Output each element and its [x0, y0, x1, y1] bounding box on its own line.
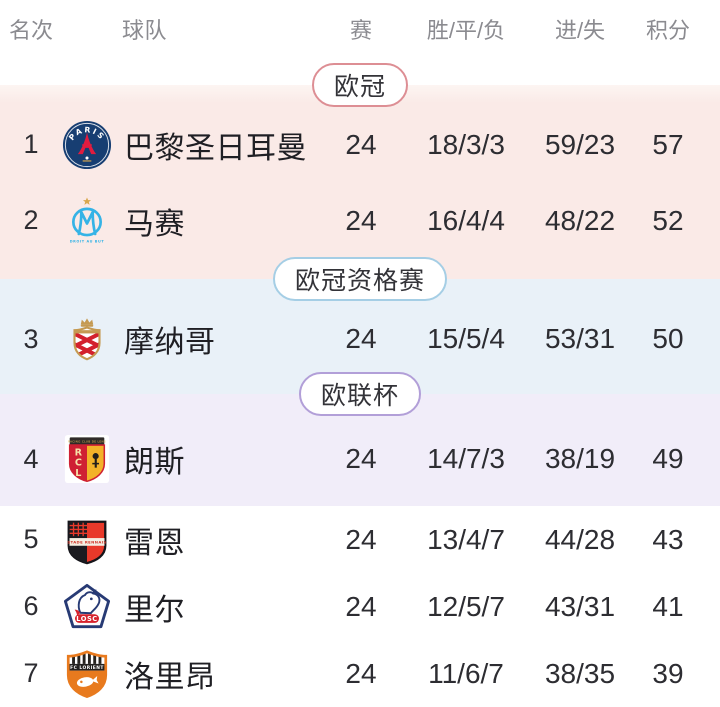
marseille-crest-icon: DROIT AU BUT: [62, 194, 112, 248]
points: 41: [652, 590, 684, 622]
svg-text:DROIT AU BUT: DROIT AU BUT: [70, 239, 105, 243]
win-draw-loss: 18/3/3: [427, 128, 505, 160]
svg-text:C: C: [75, 458, 82, 469]
lens-crest-icon: RACING CLUB DE LENS R C L: [62, 432, 112, 486]
team-name: 雷恩: [124, 526, 185, 560]
champions-league-badge: 欧冠: [311, 62, 408, 107]
win-draw-loss: 15/5/4: [427, 323, 505, 355]
matches-played: 24: [345, 204, 377, 236]
table-row-psg[interactable]: 1 PARIS 巴黎圣日耳曼 24 18/3/3 59/23: [0, 107, 720, 183]
table-row-lorient[interactable]: 7: [0, 640, 720, 707]
matches-played: 24: [345, 443, 377, 475]
header-played: 赛: [349, 18, 372, 43]
table-row-lens[interactable]: 4 RACING CLUB DE LENS R C L 朗斯: [0, 416, 720, 502]
table-row-monaco[interactable]: 3: [0, 301, 720, 377]
points: 57: [652, 128, 684, 160]
goals-for-against: 38/35: [544, 657, 616, 689]
matches-played: 24: [345, 523, 377, 555]
header-goals: 进/失: [554, 18, 606, 43]
goals-for-against: 53/31: [544, 323, 616, 355]
goals-for-against: 44/28: [544, 523, 616, 555]
matches-played: 24: [345, 590, 377, 622]
rank: 3: [23, 323, 39, 354]
team-name: 摩纳哥: [124, 326, 216, 360]
europa-league-badge-wrap: 欧联杯: [0, 372, 720, 417]
goals-for-against: 59/23: [544, 128, 616, 160]
mid-table-section: 5 STADE RENNAIS 雷恩 24 13/4/7 44/28 43: [0, 506, 720, 707]
rank: 4: [23, 443, 39, 474]
table-row-lille[interactable]: 6 LOSC 里尔 24 12/5/7 43/31 41: [0, 573, 720, 640]
cl-qualification-badge: 欧冠资格赛: [272, 257, 447, 302]
goals-for-against: 43/31: [544, 590, 616, 622]
points: 39: [652, 657, 684, 689]
lorient-crest-icon: FC LORIENT: [62, 648, 112, 700]
svg-text:RACING CLUB DE LENS: RACING CLUB DE LENS: [68, 440, 106, 444]
team-name: 马赛: [124, 207, 185, 241]
champions-league-zone: 欧冠 1 PARIS 巴黎圣日耳曼 24: [0, 62, 720, 280]
table-header-row: 名次 球队 赛 胜/平/负 进/失 积分: [0, 0, 720, 85]
lille-crest-icon: LOSC: [62, 580, 112, 634]
rank: 5: [23, 524, 39, 555]
goals-for-against: 48/22: [544, 204, 616, 236]
win-draw-loss: 12/5/7: [427, 590, 505, 622]
matches-played: 24: [345, 128, 377, 160]
points: 49: [652, 443, 684, 475]
rank: 6: [23, 591, 39, 622]
svg-text:FC LORIENT: FC LORIENT: [70, 664, 104, 670]
team-name: 朗斯: [124, 446, 185, 480]
rennes-crest-icon: STADE RENNAIS: [62, 513, 112, 567]
rank: 2: [23, 205, 39, 236]
header-rank: 名次: [8, 18, 53, 43]
points: 52: [652, 204, 684, 236]
matches-played: 24: [345, 323, 377, 355]
points: 50: [652, 323, 684, 355]
team-name: 洛里昂: [124, 660, 216, 694]
win-draw-loss: 13/4/7: [427, 523, 505, 555]
svg-text:R: R: [75, 448, 83, 459]
psg-crest-icon: PARIS: [62, 119, 112, 171]
europa-league-zone: 欧联杯 4 RACING CLUB DE LENS R C L: [0, 372, 720, 507]
win-draw-loss: 16/4/4: [427, 204, 505, 236]
points: 43: [652, 523, 684, 555]
table-row-rennes[interactable]: 5 STADE RENNAIS 雷恩 24 13/4/7 44/28 43: [0, 506, 720, 573]
win-draw-loss: 14/7/3: [427, 443, 505, 475]
header-team: 球队: [122, 18, 168, 43]
svg-text:L: L: [75, 468, 81, 479]
rank: 1: [23, 129, 39, 160]
goals-for-against: 38/19: [544, 443, 616, 475]
win-draw-loss: 11/6/7: [428, 657, 504, 689]
table-row-marseille[interactable]: 2 DROIT AU BUT 马赛 24 16/4/4 48/22 52: [0, 183, 720, 259]
monaco-crest-icon: [62, 314, 112, 364]
team-name: 巴黎圣日耳曼: [124, 131, 307, 165]
matches-played: 24: [345, 657, 377, 689]
cl-qualification-badge-wrap: 欧冠资格赛: [0, 257, 720, 302]
rank: 7: [23, 658, 39, 689]
svg-text:LOSC: LOSC: [76, 615, 97, 623]
team-name: 里尔: [124, 593, 185, 627]
header-wdl: 胜/平/负: [426, 18, 506, 43]
svg-text:STADE RENNAIS: STADE RENNAIS: [67, 539, 106, 544]
champions-league-badge-wrap: 欧冠: [0, 62, 720, 107]
header-points: 积分: [645, 18, 690, 43]
europa-league-badge: 欧联杯: [298, 372, 421, 417]
